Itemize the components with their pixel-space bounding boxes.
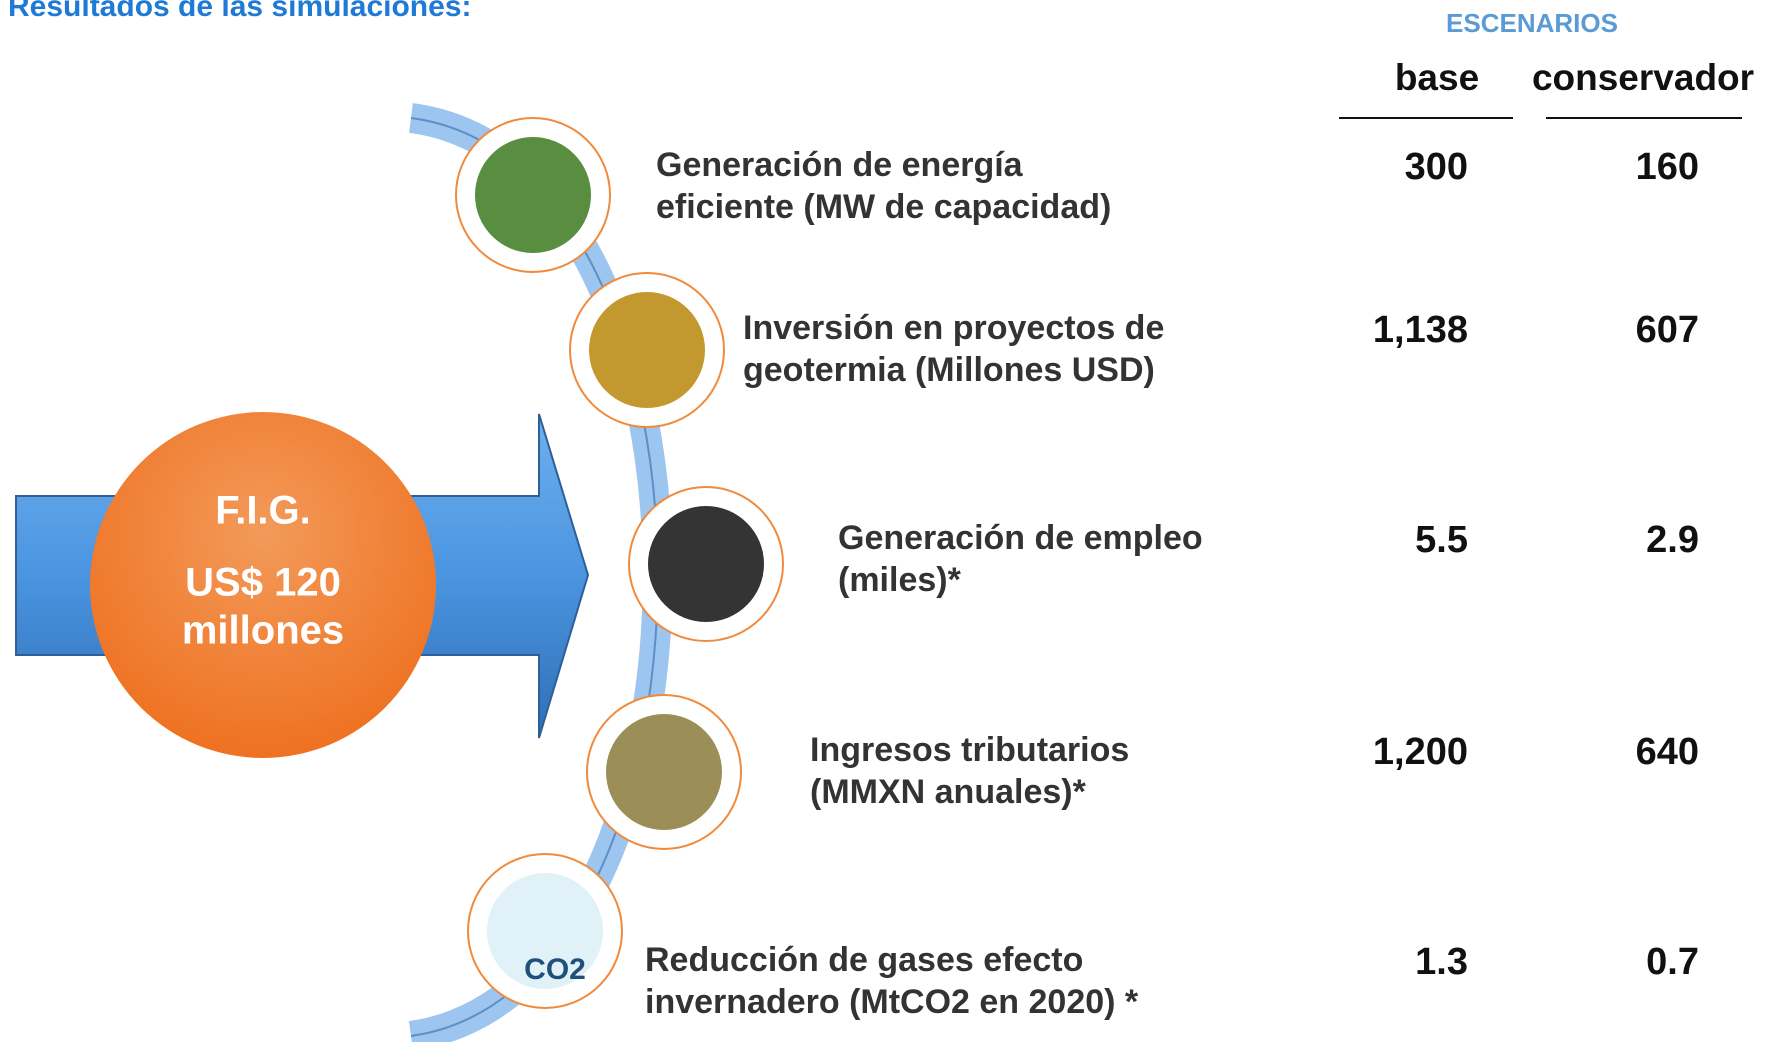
scenarios-label: ESCENARIOS xyxy=(1446,8,1618,38)
slide: Resultados de las simulaciones: F.I.G. U… xyxy=(0,0,1776,1042)
column-header: base xyxy=(1395,57,1479,98)
fig-line: F.I.G. xyxy=(215,489,311,533)
row-label: (miles)* xyxy=(838,561,962,599)
row-label: Ingresos tributarios xyxy=(810,731,1129,769)
value-conservador: 0.7 xyxy=(1646,941,1699,983)
fig-line: millones xyxy=(182,609,344,653)
icon-inner xyxy=(589,292,705,408)
row-label: Generación de energía xyxy=(656,146,1024,184)
value-base: 300 xyxy=(1405,146,1468,188)
row-label: (MMXN anuales)* xyxy=(810,773,1087,811)
value-conservador: 640 xyxy=(1636,731,1699,773)
title: Resultados de las simulaciones: xyxy=(8,0,472,23)
icon-inner xyxy=(648,506,764,622)
row-label: Inversión en proyectos de xyxy=(743,309,1164,347)
value-conservador: 2.9 xyxy=(1646,519,1699,561)
row-label: Generación de empleo xyxy=(838,519,1203,557)
value-conservador: 160 xyxy=(1636,146,1699,188)
icon-inner xyxy=(475,137,591,253)
icon-label: CO2 xyxy=(524,953,586,986)
column-header: conservador xyxy=(1532,57,1754,98)
row-label: Reducción de gases efecto xyxy=(645,941,1083,979)
icon-inner xyxy=(606,714,722,830)
fig-line: US$ 120 xyxy=(185,561,341,605)
value-base: 5.5 xyxy=(1415,519,1468,561)
row-label: eficiente (MW de capacidad) xyxy=(656,188,1111,226)
row-label: geotermia (Millones USD) xyxy=(743,351,1155,389)
row-label: invernadero (MtCO2 en 2020) * xyxy=(645,983,1139,1021)
value-base: 1,138 xyxy=(1373,309,1468,351)
value-base: 1,200 xyxy=(1373,731,1468,773)
value-conservador: 607 xyxy=(1636,309,1699,351)
value-base: 1.3 xyxy=(1415,941,1468,983)
